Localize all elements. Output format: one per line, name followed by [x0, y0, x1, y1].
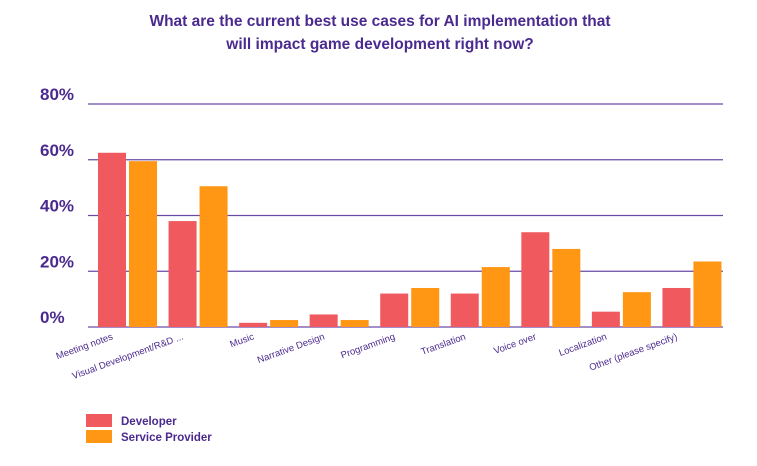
- legend-swatch: [86, 414, 112, 427]
- bar-service-provider: [481, 267, 510, 327]
- legend: Developer Service Provider: [86, 414, 212, 444]
- legend-swatch: [86, 430, 112, 443]
- x-category-label: Programming: [339, 331, 396, 361]
- bar-service-provider: [552, 248, 581, 327]
- bar-service-provider: [693, 261, 722, 327]
- bars: [98, 152, 722, 327]
- x-category-label: Voice over: [492, 331, 537, 357]
- legend-label: Developer: [121, 416, 177, 428]
- bar-developer: [380, 293, 409, 327]
- bar-service-provider: [129, 161, 157, 327]
- x-category-label: Music: [229, 331, 256, 350]
- x-category-label: Localization: [558, 331, 609, 358]
- legend-label: Service Provider: [121, 432, 212, 444]
- bar-developer: [98, 152, 126, 327]
- bar-developer: [662, 287, 691, 327]
- y-tick-label: 40%: [40, 197, 74, 216]
- bar-developer: [591, 311, 620, 327]
- y-tick-label: 0%: [40, 308, 65, 327]
- bar-developer: [450, 293, 479, 327]
- y-tick-label: 80%: [40, 85, 74, 104]
- bar-service-provider: [411, 287, 440, 327]
- y-tick-label: 20%: [40, 252, 74, 271]
- bar-service-provider: [270, 320, 299, 327]
- chart-title-line-2: will impact game development right now?: [225, 36, 533, 53]
- bar-developer: [309, 314, 338, 327]
- bar-developer: [521, 232, 550, 327]
- chart-title-line-1: What are the current best use cases for …: [149, 13, 610, 30]
- x-category-label: Meeting notes: [55, 331, 115, 362]
- x-category-label: Translation: [420, 331, 468, 357]
- bar-service-provider: [622, 292, 651, 327]
- bar-service-provider: [340, 320, 369, 327]
- bar-developer: [239, 322, 268, 327]
- y-tick-label: 60%: [40, 141, 74, 160]
- bar-developer: [168, 221, 197, 327]
- x-category-label: Narrative Design: [256, 331, 326, 366]
- bar-service-provider: [199, 186, 228, 327]
- y-axis-tick-labels: 0% 20% 40% 60% 80%: [40, 85, 74, 327]
